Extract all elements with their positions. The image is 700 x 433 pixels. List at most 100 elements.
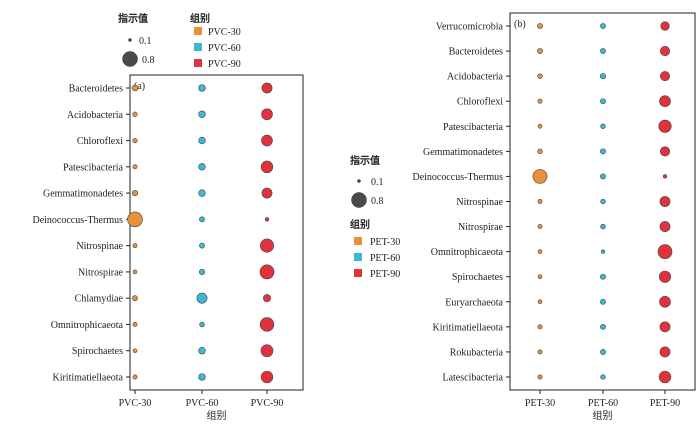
data-point <box>600 98 606 105</box>
y-tick-label: Patescibacteria <box>63 162 124 173</box>
data-point <box>537 124 543 129</box>
data-point <box>600 223 606 230</box>
legend-b: 指示值 0.1 0.8 组别 PET-30 PET-60 PET-90 <box>350 154 400 280</box>
y-tick-label: Nitrospirae <box>78 267 124 278</box>
y-tick-label: Nitrospinae <box>76 241 123 252</box>
data-point <box>659 321 671 333</box>
data-point <box>132 295 138 302</box>
data-point <box>659 95 671 108</box>
data-point <box>600 173 606 180</box>
data-point <box>131 84 139 92</box>
y-tick-label: Chloroflexi <box>77 136 123 147</box>
data-point <box>132 137 138 144</box>
data-point <box>537 374 543 380</box>
data-point <box>537 98 543 104</box>
data-point <box>600 273 606 280</box>
legend-a-size-small-dot <box>128 38 132 42</box>
data-point <box>600 48 606 54</box>
y-tick-label: Euryarchaeota <box>445 297 503 308</box>
y-tick-label: Spirochaetes <box>452 272 503 283</box>
legend-b-size-small-label: 0.1 <box>371 177 384 188</box>
data-point <box>198 84 206 92</box>
data-point <box>132 322 138 327</box>
data-point <box>600 123 606 129</box>
data-point <box>660 21 670 31</box>
data-point <box>264 217 270 222</box>
x-axis-title: 组别 <box>207 409 227 422</box>
legend-a-swatch-60 <box>194 43 202 51</box>
legend-a-group-60: PVC-60 <box>208 43 241 54</box>
y-tick-label: Deinococcus-Thermus <box>412 172 503 183</box>
data-point <box>600 198 606 205</box>
y-tick-label: Kiritimatiellaeota <box>52 373 123 384</box>
data-point <box>260 238 274 253</box>
y-tick-label: Latescibacteria <box>442 373 503 384</box>
legend-b-swatch-30 <box>354 237 362 245</box>
legend-b-swatch-60 <box>354 253 362 261</box>
data-point <box>198 268 206 275</box>
data-point <box>657 244 673 259</box>
x-axis-title: 组别 <box>593 409 613 422</box>
legend-b-group-title: 组别 <box>350 218 370 231</box>
data-point <box>261 187 273 199</box>
data-point <box>260 370 274 384</box>
y-tick-label: Kiritimatiellaeota <box>432 322 503 333</box>
y-tick-label: Chlamydiae <box>75 294 124 305</box>
data-point <box>198 110 206 118</box>
legend-a: 指示值 0.1 0.8 组别 PVC-30 PVC-60 PVC-90 <box>118 12 241 70</box>
legend-b-group-60: PET-60 <box>370 253 400 264</box>
data-point <box>132 348 138 354</box>
data-point <box>259 317 275 332</box>
y-tick-label: Verrucomicrobia <box>436 22 504 33</box>
legend-a-group-30: PVC-30 <box>208 27 241 38</box>
data-point <box>127 211 143 228</box>
data-point <box>532 169 548 184</box>
x-tick-label: PET-90 <box>650 398 680 409</box>
data-point <box>537 199 543 204</box>
legend-a-swatch-30 <box>194 27 202 35</box>
panel-b: (b) Verrucomicrobia Bacteroidetes Acidobact… <box>412 12 696 422</box>
legend-a-size-small-label: 0.1 <box>139 36 152 47</box>
data-point <box>196 292 208 304</box>
data-point <box>259 264 275 280</box>
data-point <box>537 299 543 305</box>
legend-b-size-small-dot <box>357 179 361 183</box>
panel-label: (b) <box>514 19 526 30</box>
data-point <box>261 108 273 121</box>
y-tick-label: Acidobacteria <box>67 110 124 121</box>
y-tick-label: Bacteroidetes <box>69 84 124 95</box>
y-tick-label: Bacteroidetes <box>449 47 504 58</box>
data-point <box>600 23 606 29</box>
y-tick-label: Gemmatimonadetes <box>423 147 503 158</box>
y-tick-label: Omnitrophicaeota <box>431 247 504 258</box>
data-point <box>600 249 606 254</box>
data-point <box>198 347 206 355</box>
data-point <box>199 321 205 328</box>
data-point <box>659 46 671 57</box>
y-tick-label: Spirochaetes <box>72 346 123 357</box>
y-tick-label: Nitrospinae <box>456 197 503 208</box>
data-point <box>537 48 543 54</box>
data-point <box>658 370 672 384</box>
x-tick-label: PET-60 <box>588 398 618 409</box>
legend-a-size-large-label: 0.8 <box>142 55 155 66</box>
data-point <box>537 148 543 155</box>
legend-b-size-title: 指示值 <box>350 154 380 167</box>
y-tick-label: Chloroflexi <box>457 97 503 108</box>
legend-b-group-90: PET-90 <box>370 269 400 280</box>
data-point <box>537 274 543 279</box>
data-point <box>659 221 671 232</box>
panel-label: (a) <box>134 81 145 92</box>
data-point <box>199 242 205 249</box>
legend-b-size-large-label: 0.8 <box>371 196 384 207</box>
data-point <box>599 73 607 80</box>
y-tick-label: Patescibacteria <box>443 122 504 133</box>
data-point <box>658 119 672 133</box>
panel-a: (a) Bacteroidetes Acidobacteria Chloroflexi… <box>32 74 304 422</box>
data-point <box>659 295 671 308</box>
data-point <box>600 323 606 330</box>
data-point <box>659 196 671 207</box>
y-tick-label: Gemmatimonadetes <box>43 189 123 200</box>
y-tick-label: Rokubacteria <box>450 347 504 358</box>
